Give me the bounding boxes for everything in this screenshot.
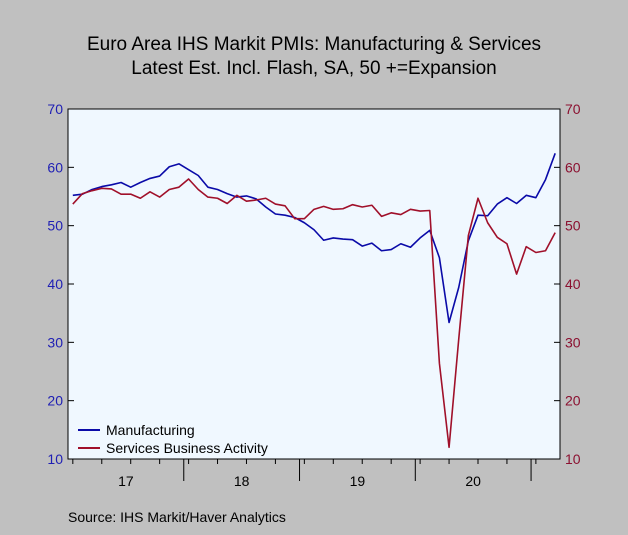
legend: Manufacturing Services Business Activity bbox=[78, 422, 268, 456]
left-tick-label: 40 bbox=[47, 276, 63, 292]
year-label: 18 bbox=[234, 473, 250, 489]
left-tick-label: 70 bbox=[47, 101, 63, 117]
left-tick-label: 10 bbox=[47, 451, 63, 467]
right-tick-label: 20 bbox=[565, 393, 581, 409]
legend-label-manufacturing: Manufacturing bbox=[106, 422, 195, 438]
right-tick-label: 30 bbox=[565, 334, 581, 350]
year-label: 17 bbox=[118, 473, 134, 489]
series-line-services-business-activity bbox=[72, 178, 556, 449]
left-tick-label: 60 bbox=[47, 159, 63, 175]
chart-subtitle: Latest Est. Incl. Flash, SA, 50 +=Expans… bbox=[131, 58, 496, 79]
source-note: Source: IHS Markit/Haver Analytics bbox=[68, 509, 286, 525]
left-y-axis: 10 20 30 40 50 60 70 bbox=[47, 101, 74, 467]
right-tick-label: 60 bbox=[565, 159, 581, 175]
right-y-axis: 10 20 30 40 50 60 70 bbox=[554, 101, 581, 467]
year-label: 19 bbox=[350, 473, 366, 489]
right-tick-label: 10 bbox=[565, 451, 581, 467]
series-layer bbox=[72, 153, 556, 449]
year-label: 20 bbox=[465, 473, 481, 489]
chart-title: Euro Area IHS Markit PMIs: Manufacturing… bbox=[87, 34, 541, 55]
right-tick-label: 40 bbox=[565, 276, 581, 292]
right-tick-label: 70 bbox=[565, 101, 581, 117]
left-tick-label: 30 bbox=[47, 334, 63, 350]
plot-area bbox=[67, 108, 561, 460]
legend-label-services: Services Business Activity bbox=[106, 440, 268, 456]
x-axis: 17 18 19 20 bbox=[72, 459, 537, 489]
right-tick-label: 50 bbox=[565, 218, 581, 234]
series-line-manufacturing bbox=[72, 153, 556, 324]
left-tick-label: 20 bbox=[47, 393, 63, 409]
left-tick-label: 50 bbox=[47, 218, 63, 234]
